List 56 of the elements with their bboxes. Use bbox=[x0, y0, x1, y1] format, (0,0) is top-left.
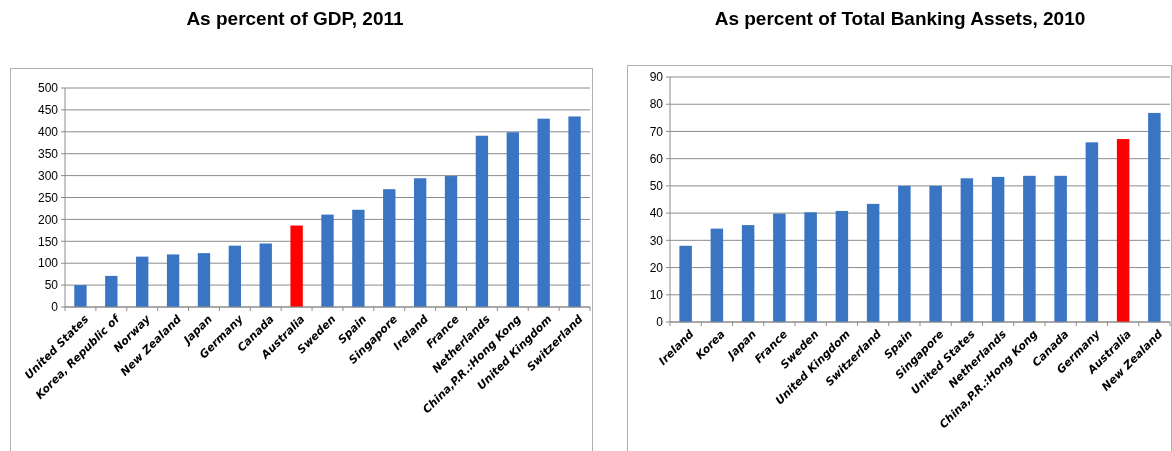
bar bbox=[898, 185, 911, 322]
bar bbox=[413, 178, 427, 307]
bar bbox=[991, 176, 1005, 322]
bar bbox=[136, 256, 149, 307]
bar bbox=[710, 228, 724, 322]
bar bbox=[475, 135, 489, 307]
bar bbox=[321, 214, 334, 307]
bar bbox=[105, 275, 118, 307]
y-tick-label: 20 bbox=[649, 260, 664, 275]
y-tick-label: 100 bbox=[37, 256, 59, 271]
bar bbox=[1085, 142, 1099, 322]
y-tick-label: 300 bbox=[37, 168, 59, 183]
bar bbox=[1116, 139, 1130, 322]
bar bbox=[1023, 175, 1036, 322]
bar bbox=[352, 209, 365, 307]
y-tick-label: 10 bbox=[649, 287, 664, 302]
y-tick-label: 30 bbox=[649, 233, 664, 248]
bar bbox=[259, 243, 272, 307]
y-tick-label: 90 bbox=[649, 70, 664, 85]
bar bbox=[506, 132, 519, 307]
y-tick-label: 450 bbox=[37, 103, 59, 118]
bar bbox=[835, 210, 849, 322]
bar bbox=[537, 118, 550, 307]
y-tick-label: 500 bbox=[37, 81, 59, 96]
y-tick-label: 350 bbox=[37, 146, 59, 161]
bar bbox=[444, 176, 458, 307]
bar bbox=[773, 213, 786, 322]
y-tick-label: 200 bbox=[37, 212, 59, 227]
y-tick-label: 250 bbox=[37, 190, 59, 205]
bar bbox=[1054, 175, 1067, 322]
bar bbox=[166, 254, 180, 307]
chart-title: As percent of GDP, 2011 bbox=[186, 8, 405, 29]
bar bbox=[197, 253, 211, 307]
bar bbox=[804, 212, 817, 322]
y-tick-label: 0 bbox=[51, 300, 59, 315]
y-tick-label: 0 bbox=[656, 315, 664, 330]
bar bbox=[741, 225, 755, 322]
bar bbox=[228, 245, 242, 307]
bar bbox=[960, 178, 974, 322]
y-tick-label: 70 bbox=[649, 124, 664, 139]
bar bbox=[383, 189, 396, 307]
bar bbox=[929, 185, 942, 322]
bar bbox=[1148, 112, 1161, 322]
y-tick-label: 40 bbox=[649, 206, 664, 221]
y-tick-label: 80 bbox=[649, 97, 664, 112]
y-tick-label: 50 bbox=[44, 278, 59, 293]
chart-title: As percent of Total Banking Assets, 2010 bbox=[714, 8, 1086, 29]
y-tick-label: 50 bbox=[649, 179, 664, 194]
y-tick-label: 60 bbox=[649, 151, 664, 166]
bar bbox=[866, 203, 880, 322]
bar bbox=[290, 225, 303, 307]
y-tick-label: 150 bbox=[37, 234, 59, 249]
bar bbox=[74, 285, 87, 307]
y-tick-label: 400 bbox=[37, 125, 59, 139]
bar bbox=[679, 245, 692, 322]
bar bbox=[568, 116, 581, 307]
